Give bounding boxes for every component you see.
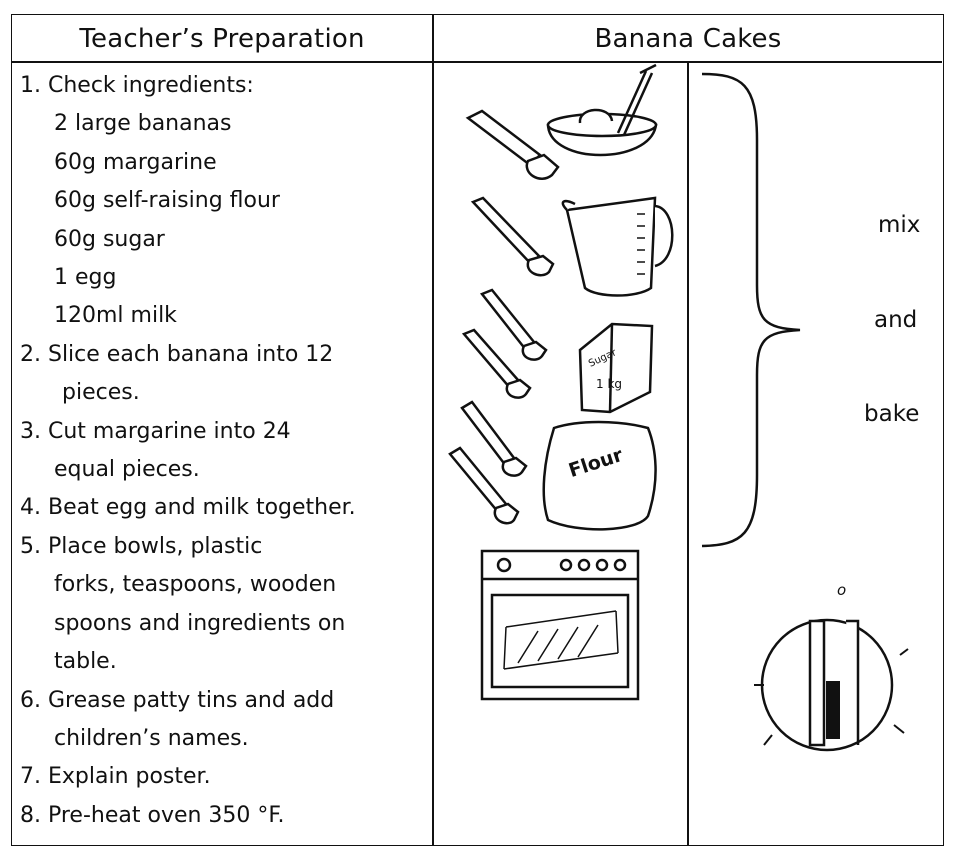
flour-bag-icon <box>448 400 657 531</box>
header-teachers-preparation: Teacher’s Preparation <box>79 23 365 54</box>
header-banana-cakes: Banana Cakes <box>594 23 782 54</box>
preparation-step: 60g sugar <box>54 226 165 252</box>
preparation-step: 3. Cut margarine into 24 <box>20 418 291 444</box>
mixing-bowl-icon <box>465 63 658 180</box>
preparation-step: spoons and ingredients on <box>54 610 346 636</box>
method-word-and: and <box>874 307 918 333</box>
preparation-step: 1. Check ingredients: <box>20 73 254 98</box>
preparation-step: 2. Slice each banana into 12 <box>20 341 334 367</box>
oven-dial-icon <box>754 618 909 752</box>
measuring-jug-icon <box>470 196 674 297</box>
preparation-step: 7. Explain poster. <box>20 764 211 790</box>
preparation-step: 6. Grease patty tins and add <box>20 687 335 713</box>
preparation-step: 60g margarine <box>54 149 217 175</box>
sugar-pack-icon <box>461 288 654 414</box>
preparation-step: children’s names. <box>54 725 249 751</box>
preparation-step: 60g self-raising flour <box>54 188 280 214</box>
preparation-step: 5. Place bowls, plastic <box>20 533 263 559</box>
preparation-steps-list: 1. Check ingredients: 2 large bananas 60g … <box>20 67 430 835</box>
method-word-mix: mix <box>878 212 921 238</box>
oven-icon <box>480 549 640 701</box>
preparation-step: 2 large bananas <box>54 111 232 137</box>
preparation-step: 4. Beat egg and milk together. <box>20 495 356 521</box>
method-word-bake: bake <box>864 401 920 427</box>
preparation-step: forks, teaspoons, wooden <box>54 572 337 598</box>
preparation-step: table. <box>54 649 117 675</box>
oven-dial-mark: o <box>837 581 847 599</box>
recipe-sheet: Teacher’s Preparation Banana Cakes 1. Ch… <box>11 14 944 846</box>
sugar-pack-weight: 1 kg <box>596 377 623 391</box>
preparation-step: equal pieces. <box>54 457 200 483</box>
preparation-step: 120ml milk <box>54 303 177 329</box>
column-divider-pictures <box>687 62 689 845</box>
column-divider-main <box>432 15 434 845</box>
preparation-step: 8. Pre-heat oven 350 °F. <box>20 802 285 828</box>
curly-brace-icon <box>701 72 801 548</box>
header-divider <box>12 61 942 63</box>
preparation-step: 1 egg <box>54 265 117 291</box>
preparation-step: pieces. <box>62 380 140 406</box>
